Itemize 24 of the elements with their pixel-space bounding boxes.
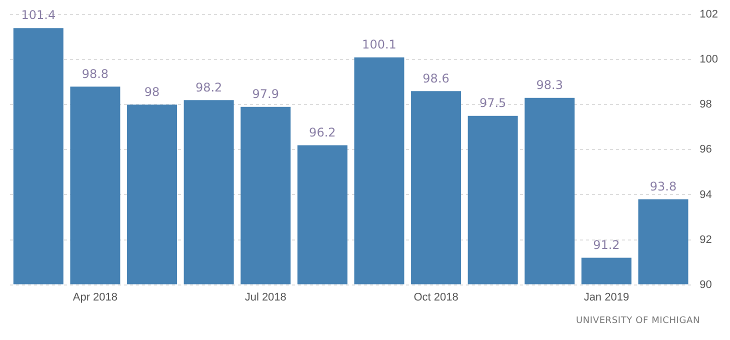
text: UNIVERSITY OF MICHIGAN [574, 316, 700, 326]
data-label: 100.1 [362, 38, 396, 52]
data-label: 101.4 [21, 8, 56, 22]
x-tick-label: Jul 2018 [244, 291, 286, 304]
data-label: 98.6 [422, 71, 450, 86]
data-label: 97.5 [479, 96, 506, 110]
y-tick-label: 94 [700, 188, 712, 201]
y-tick-label: 96 [700, 144, 712, 156]
data-label: 96.2 [309, 125, 336, 140]
x-tick-label: Oct 2018 [414, 291, 458, 304]
data-label: 98 [144, 84, 160, 99]
y-tick-label: 90 [700, 278, 712, 291]
y-tick-label: 98 [700, 98, 712, 111]
data-label: 98.3 [536, 78, 563, 92]
data-label: 93.8 [650, 179, 677, 194]
y-tick-label: 100 [700, 54, 718, 66]
y-tick-label: 102 [700, 8, 718, 21]
data-label: 98.2 [195, 80, 222, 94]
y-tick-label: 92 [700, 234, 712, 246]
data-label: 98.8 [82, 66, 109, 81]
x-tick-label: Apr 2018 [72, 291, 118, 304]
data-label: 91.2 [593, 238, 620, 252]
data-label: 97.9 [252, 87, 279, 102]
x-tick-label: Jan 2019 [584, 291, 630, 304]
